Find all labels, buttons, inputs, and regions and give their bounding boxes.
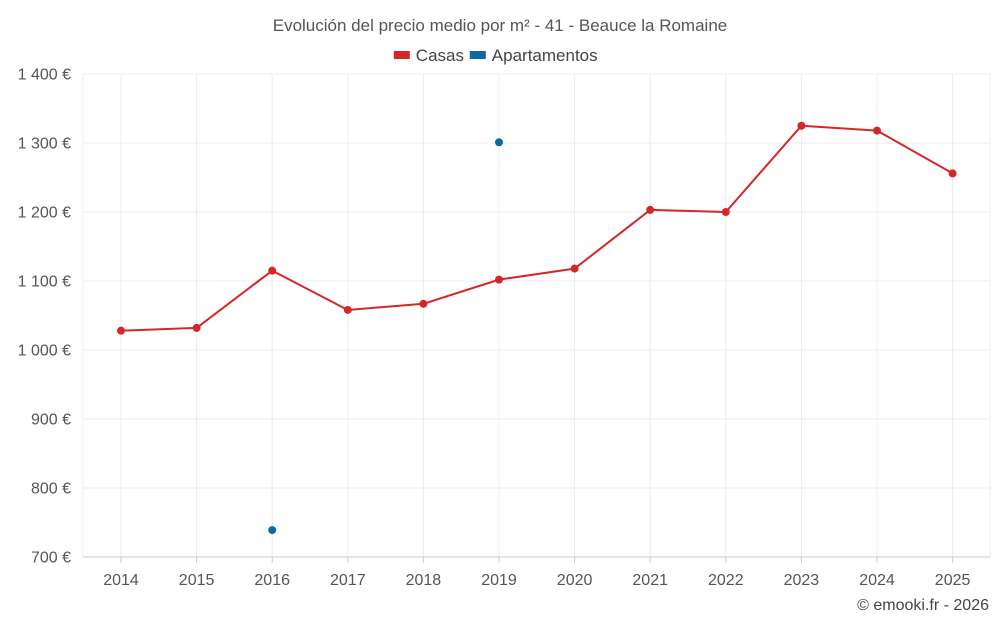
x-tick-label: 2023 (784, 572, 820, 589)
legend-item-casas[interactable]: Casas (393, 46, 464, 65)
x-tick-label: 2022 (708, 572, 744, 589)
y-tick-label: 700 € (31, 550, 71, 567)
y-tick-label: 1 200 € (18, 205, 71, 222)
y-tick-label: 1 000 € (18, 343, 71, 360)
y-tick-label: 1 100 € (18, 274, 71, 291)
chart-credit: © emooki.fr - 2026 (857, 597, 989, 614)
data-point-casas[interactable] (495, 275, 503, 284)
data-point-casas[interactable] (570, 264, 579, 273)
x-tick-label: 2024 (859, 572, 895, 589)
data-point-casas[interactable] (721, 208, 730, 216)
chart-axes: 700 € 800 € 900 € 1 000 € 1 100 € 1 200 € 1 30… (18, 67, 990, 589)
chart-title: Evolución del precio medio por m² - 41 -… (273, 16, 728, 35)
data-point-casas[interactable] (419, 299, 428, 308)
x-tick-label: 2020 (557, 572, 593, 589)
x-tick-label: 2018 (406, 572, 442, 589)
legend-label-casas: Casas (416, 46, 464, 65)
x-tick-label: 2017 (330, 572, 366, 589)
legend-label-apartamentos: Apartamentos (492, 46, 598, 65)
data-point-casas[interactable] (192, 323, 201, 332)
y-tick-label: 1 400 € (18, 67, 71, 84)
y-tick-label: 900 € (31, 412, 71, 429)
legend-swatch-casas (393, 51, 410, 59)
x-tick-label: 2014 (103, 572, 139, 589)
x-tick-label: 2016 (254, 572, 290, 589)
legend-item-apartamentos[interactable]: Apartamentos (469, 46, 598, 65)
x-tick-label: 2025 (935, 572, 971, 589)
data-point-apartamentos[interactable] (268, 526, 277, 535)
series-line-casas (120, 124, 954, 332)
y-tick-label: 800 € (31, 481, 71, 498)
legend-swatch-apartamentos (469, 51, 486, 59)
data-point-casas[interactable] (873, 126, 881, 135)
data-point-casas[interactable] (117, 326, 125, 335)
y-tick-label: 1 300 € (18, 136, 71, 153)
chart-series (117, 121, 957, 535)
data-point-casas[interactable] (268, 266, 277, 275)
data-point-casas[interactable] (343, 305, 352, 314)
x-tick-label: 2019 (481, 572, 517, 589)
x-tick-label: 2015 (179, 572, 215, 589)
data-point-casas[interactable] (948, 169, 957, 178)
data-point-casas[interactable] (646, 205, 655, 214)
x-tick-label: 2021 (632, 572, 668, 589)
data-point-casas[interactable] (797, 121, 806, 130)
chart-legend: Casas Apartamentos (393, 46, 598, 65)
data-point-apartamentos[interactable] (495, 138, 503, 147)
chart-grid (82, 73, 991, 557)
